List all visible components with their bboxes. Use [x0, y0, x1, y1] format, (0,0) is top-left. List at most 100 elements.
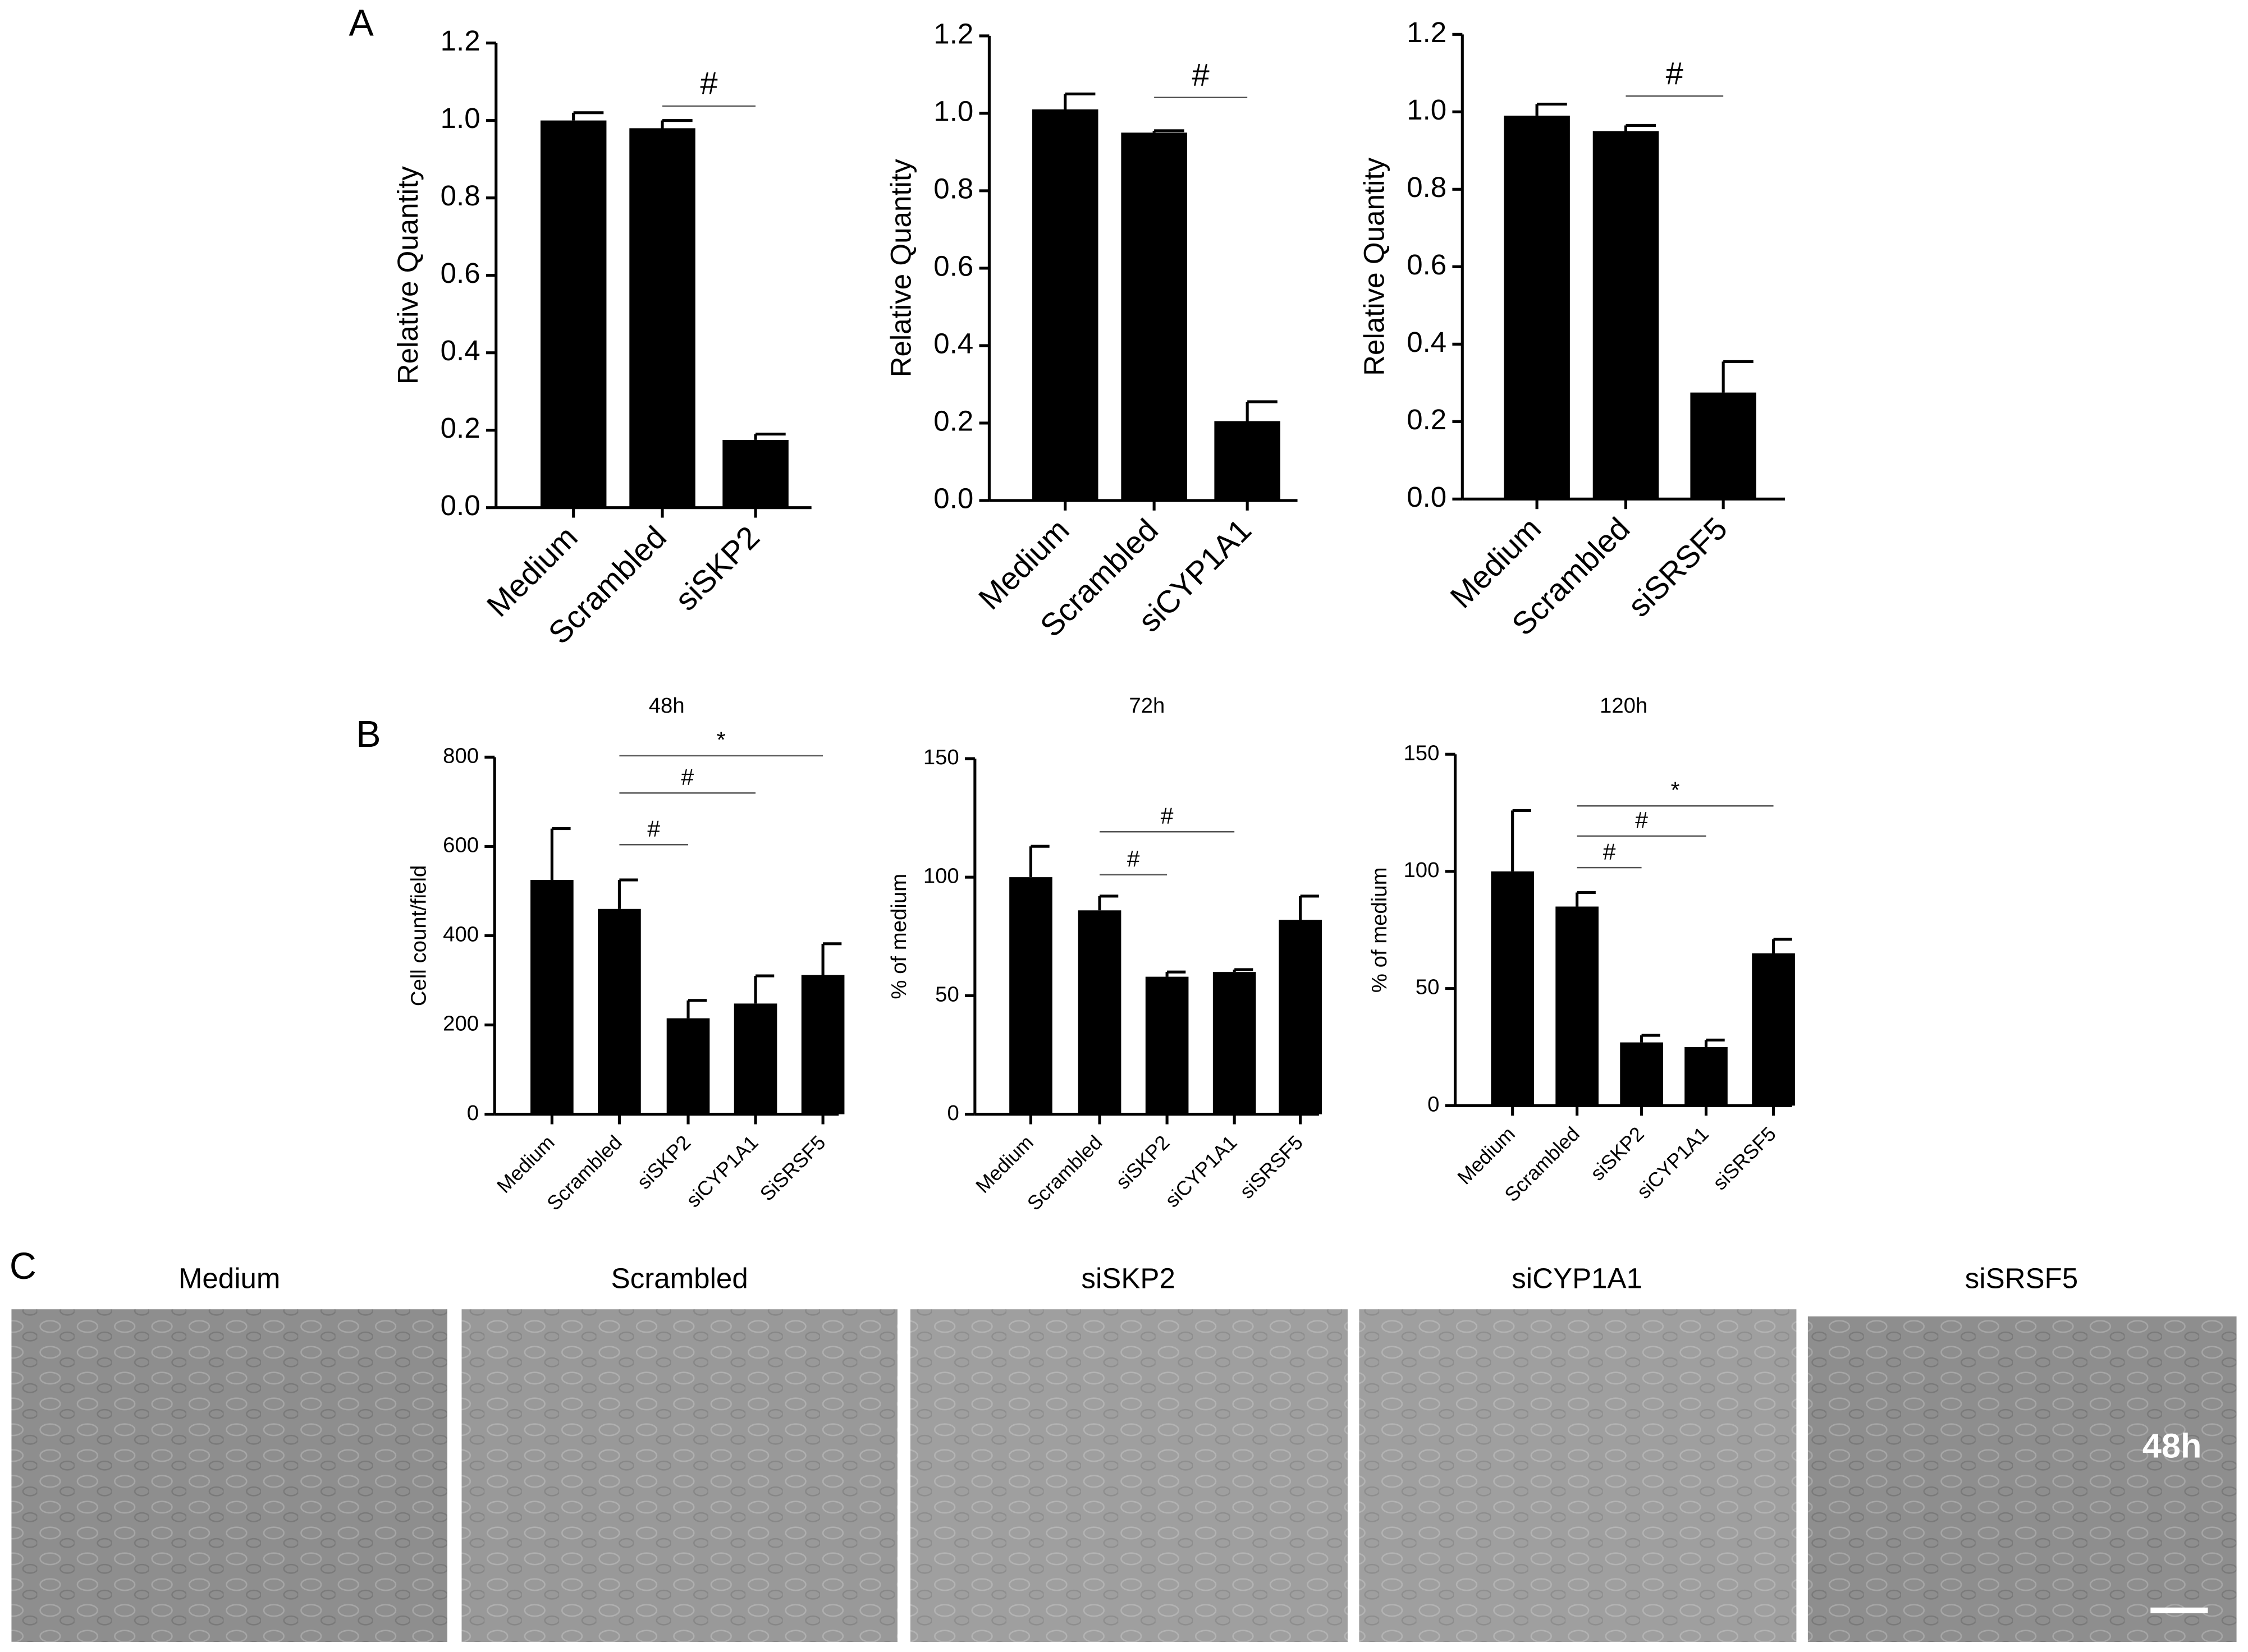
y-tick-label: 600: [443, 833, 479, 857]
bar: [598, 908, 641, 1114]
significance-mark: #: [681, 764, 694, 790]
error-bar: [1511, 809, 1531, 871]
significance-mark: #: [1127, 846, 1140, 871]
x-tick-label: siSKP2: [1586, 1122, 1649, 1185]
bar: [1032, 109, 1098, 501]
x-tick-label: siSRSF5: [1235, 1131, 1307, 1203]
significance-mark: #: [1635, 807, 1648, 833]
panel-label: A: [349, 3, 374, 44]
y-tick-label: 50: [935, 983, 959, 1007]
y-tick-label: 0.6: [441, 257, 480, 289]
bar: [1752, 953, 1795, 1106]
image-label: siSKP2: [1081, 1263, 1175, 1295]
bar: [1212, 972, 1256, 1114]
overlay-label: 48h: [2142, 1426, 2202, 1465]
x-tick-label: siCYP1A1: [1161, 1131, 1241, 1212]
error-bar: [1704, 1038, 1725, 1047]
significance-mark: #: [700, 66, 717, 101]
y-tick-label: 0.0: [1407, 481, 1446, 513]
error-bar: [572, 111, 604, 121]
y-tick-label: 200: [443, 1012, 479, 1036]
y-tick-label: 0.2: [441, 412, 480, 444]
bar: [666, 1018, 710, 1114]
y-tick-label: 0.6: [933, 250, 973, 282]
image-label: siCYP1A1: [1512, 1263, 1642, 1295]
chart-title: 72h: [1129, 694, 1165, 718]
error-bar: [1640, 1034, 1660, 1043]
error-bar: [754, 433, 786, 440]
error-bar: [661, 119, 693, 129]
error-bar: [686, 999, 707, 1018]
x-tick-label: Scrambled: [1023, 1131, 1106, 1215]
bar: [1690, 392, 1756, 499]
y-tick-label: 150: [923, 745, 959, 769]
y-tick-label: 0.8: [933, 172, 973, 204]
image-row: 48h: [11, 1309, 2237, 1642]
chart-title: 48h: [649, 694, 685, 718]
y-tick-label: 1.0: [441, 102, 480, 134]
micrograph: [461, 1309, 898, 1642]
error-bar: [1624, 123, 1656, 131]
y-tick-label: 0.8: [1407, 171, 1446, 203]
y-tick-label: 150: [1404, 741, 1440, 765]
bar: [1504, 116, 1570, 499]
error-bar: [1576, 891, 1596, 907]
error-bar: [1152, 129, 1184, 133]
micrograph: [1807, 1316, 2237, 1642]
error-bar: [754, 974, 775, 1004]
significance-mark: #: [1192, 57, 1210, 93]
significance-mark: #: [1666, 56, 1683, 91]
y-tick-label: 1.2: [1407, 16, 1446, 48]
panel-label: C: [10, 1246, 36, 1287]
bar: [1214, 421, 1280, 501]
y-axis-label: Cell count/field: [407, 865, 431, 1006]
y-tick-label: 1.2: [441, 25, 480, 57]
significance-mark: *: [717, 727, 726, 752]
error-bar: [1064, 92, 1096, 109]
error-bar: [1535, 102, 1567, 116]
image-label: siSRSF5: [1965, 1263, 2078, 1295]
error-bar: [550, 827, 571, 880]
y-tick-label: 0: [947, 1101, 959, 1125]
significance-mark: #: [1603, 838, 1616, 864]
y-tick-label: 0: [467, 1101, 479, 1125]
y-tick-label: 0.4: [933, 327, 973, 359]
y-tick-label: 0.4: [441, 334, 480, 366]
x-tick-label: Medium: [1453, 1122, 1519, 1188]
error-bar: [1165, 970, 1186, 977]
error-bar: [1233, 968, 1253, 972]
y-tick-label: 1.0: [933, 95, 973, 127]
bar: [1491, 871, 1535, 1106]
significance-mark: #: [647, 815, 660, 841]
x-tick-label: siSKP2: [1111, 1131, 1174, 1194]
chart-title: 120h: [1600, 694, 1647, 718]
bar: [1009, 877, 1052, 1114]
x-tick-label: siSKP2: [668, 519, 766, 617]
error-bar: [821, 942, 842, 975]
micrograph: [11, 1309, 447, 1642]
error-bar: [1722, 360, 1753, 393]
x-tick-label: SiSRSF5: [756, 1131, 830, 1205]
micrograph: [1359, 1309, 1797, 1642]
y-tick-label: 0.2: [933, 405, 973, 437]
bar: [734, 1003, 777, 1114]
micrograph: [910, 1309, 1348, 1642]
y-tick-label: 100: [1404, 858, 1440, 882]
y-tick-label: 0.0: [441, 489, 480, 521]
y-tick-label: 0.0: [933, 482, 973, 514]
significance-mark: #: [1161, 802, 1174, 828]
y-tick-label: 0: [1427, 1092, 1439, 1116]
y-axis-label: % of medium: [1367, 867, 1391, 993]
bar: [1078, 910, 1121, 1114]
error-bar: [1029, 845, 1050, 878]
x-tick-label: siCYP1A1: [682, 1131, 762, 1212]
bar: [1279, 920, 1322, 1114]
y-tick-label: 0.6: [1407, 249, 1446, 281]
significance-mark: *: [1671, 777, 1680, 802]
image-label: Medium: [178, 1263, 281, 1295]
x-tick-label: Medium: [493, 1131, 559, 1197]
x-tick-label: siSRSF5: [1621, 511, 1734, 623]
x-tick-label: Medium: [972, 1131, 1038, 1197]
error-bar: [1246, 400, 1278, 421]
